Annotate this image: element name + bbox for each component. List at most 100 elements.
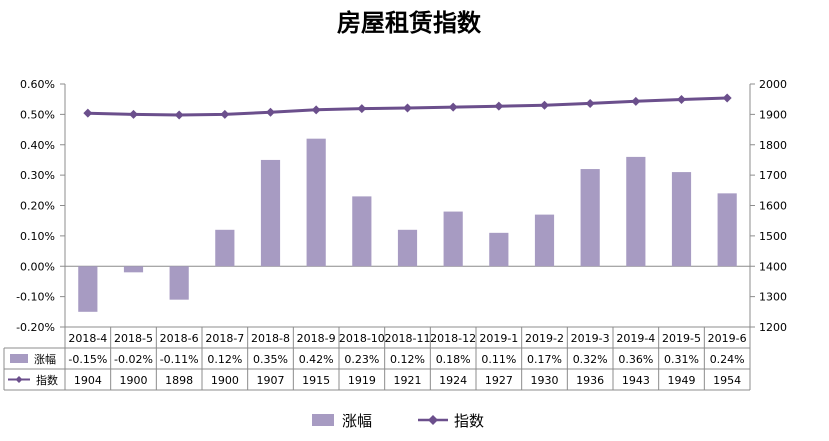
bar-2019-4: [626, 156, 646, 267]
index-value-label: 1924: [439, 374, 467, 387]
category-label: 2019-5: [662, 332, 701, 345]
index-value-label: 1954: [713, 374, 741, 387]
right-tick-label: 1700: [759, 169, 787, 182]
index-value-label: 1900: [120, 374, 148, 387]
category-label: 2019-1: [479, 332, 518, 345]
category-label: 2019-6: [708, 332, 747, 345]
table-row-label: 指数: [36, 373, 58, 387]
index-point-2019-4: [631, 96, 641, 106]
bar-value-label: 0.31%: [664, 353, 699, 366]
category-label: 2018-11: [385, 332, 431, 345]
index-value-label: 1936: [576, 374, 604, 387]
index-point-2018-5: [129, 109, 138, 119]
line-series: [83, 93, 732, 120]
category-label: 2018-7: [205, 332, 244, 345]
index-point-2019-3: [585, 98, 595, 108]
right-tick-label: 1300: [759, 291, 787, 304]
bar-value-label: 0.12%: [390, 353, 425, 366]
index-value-label: 1919: [348, 374, 376, 387]
category-label: 2018-4: [68, 332, 107, 345]
bar-value-label: 0.42%: [299, 353, 334, 366]
data-table: 2018-4 2018-5 2018-6 2018-7 2018-8 2018-9 2018…: [3, 326, 751, 391]
category-label: 2019-4: [616, 332, 655, 345]
left-tick-label: 0.00%: [20, 260, 55, 273]
bar-value-label: -0.02%: [114, 353, 153, 366]
category-label: 2019-3: [571, 332, 610, 345]
legend-line-label: 指数: [454, 412, 484, 430]
left-tick-label: 0.20%: [20, 200, 55, 213]
bar-2018-6: [169, 266, 189, 300]
right-tick-label: 1500: [759, 230, 787, 243]
index-value-label: 1943: [622, 374, 650, 387]
left-tick-label: -0.20%: [16, 321, 55, 334]
bar-2019-3: [580, 169, 600, 267]
bar-value-label: 0.11%: [481, 353, 516, 366]
bar-value-label: 0.23%: [344, 353, 379, 366]
legend-bar-label: 涨幅: [342, 412, 372, 430]
category-label: 2018-5: [114, 332, 153, 345]
bar-2019-2: [534, 214, 555, 267]
index-point-2019-6: [722, 93, 732, 103]
index-value-label: 1915: [302, 374, 330, 387]
left-tick-label: 0.30%: [20, 169, 55, 182]
bar-2018-4: [78, 266, 98, 312]
legend: 涨幅 指数: [312, 412, 484, 430]
table-row-label: 涨幅: [34, 353, 56, 366]
right-tick-label: 1400: [759, 260, 787, 273]
bar-2018-12: [443, 211, 463, 267]
index-point-2018-8: [266, 107, 275, 117]
bar-value-label: 0.12%: [207, 353, 242, 366]
index-point-2018-7: [220, 109, 230, 119]
index-point-2018-11: [403, 103, 412, 113]
right-tick-label: 1800: [759, 139, 787, 152]
bar-2018-8: [260, 159, 281, 267]
category-label: 2019-2: [525, 332, 564, 345]
bar-value-label: 0.36%: [618, 353, 653, 366]
bar-value-label: 0.17%: [527, 353, 562, 366]
chart-title: 房屋租赁指数: [337, 8, 482, 37]
index-value-label: 1898: [165, 374, 193, 387]
bar-value-label: -0.15%: [68, 353, 107, 366]
index-value-label: 1927: [485, 374, 513, 387]
bar-2018-9: [306, 138, 326, 267]
left-tick-label: 0.10%: [20, 230, 55, 243]
index-value-label: 1900: [211, 374, 239, 387]
index-point-2019-1: [494, 101, 504, 111]
left-tick-label: 0.60%: [20, 78, 55, 91]
index-point-2019-2: [540, 100, 549, 110]
index-value-label: 1930: [531, 374, 559, 387]
index-point-2018-4: [83, 108, 93, 118]
table-key-bar: [10, 354, 28, 363]
index-value-label: 1949: [668, 374, 696, 387]
category-label: 2018-9: [297, 332, 336, 345]
right-tick-label: 2000: [759, 78, 787, 91]
index-value-label: 1921: [394, 374, 422, 387]
index-value-label: 1904: [74, 374, 102, 387]
right-tick-label: 1600: [759, 200, 787, 213]
bar-2018-7: [215, 229, 235, 267]
bar-value-label: 0.18%: [436, 353, 471, 366]
legend-line-marker: [428, 415, 438, 425]
right-tick-label: 1200: [759, 321, 787, 334]
bar-value-label: 0.24%: [710, 353, 745, 366]
table-key-marker: [15, 376, 23, 383]
category-label: 2018-10: [339, 332, 385, 345]
bar-2018-11: [397, 229, 418, 267]
left-tick-label: 0.50%: [20, 108, 55, 121]
category-label: 2018-8: [251, 332, 290, 345]
index-value-label: 1907: [257, 374, 285, 387]
index-point-2018-9: [311, 105, 321, 115]
index-point-2018-12: [448, 102, 458, 112]
bar-value-label: 0.32%: [573, 353, 608, 366]
bar-2019-5: [671, 172, 692, 267]
bar-series: [78, 138, 737, 312]
category-label: 2018-12: [430, 332, 476, 345]
bar-2018-10: [352, 196, 372, 267]
left-tick-label: 0.40%: [20, 139, 55, 152]
index-point-2018-10: [357, 104, 367, 114]
bar-2019-1: [489, 232, 509, 267]
bar-2019-6: [717, 193, 737, 267]
left-tick-label: -0.10%: [16, 291, 55, 304]
index-point-2019-5: [677, 94, 686, 104]
index-point-2018-6: [174, 110, 184, 120]
